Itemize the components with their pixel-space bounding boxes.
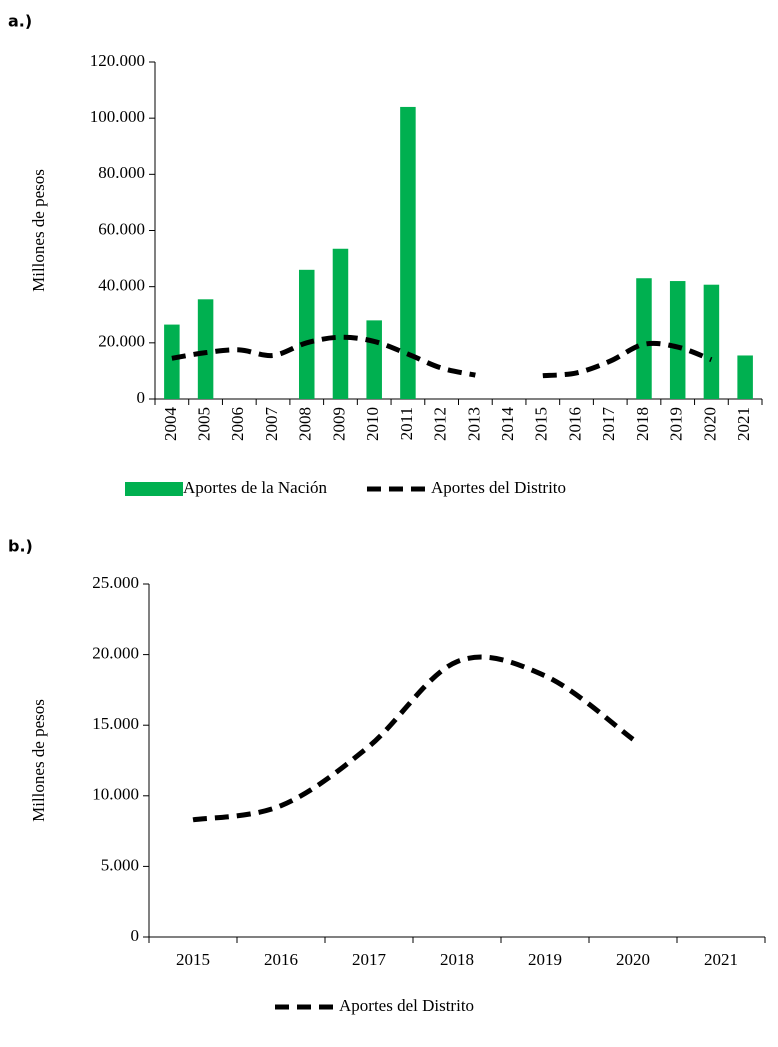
- legend-swatch: [125, 482, 183, 496]
- bar: [703, 284, 720, 399]
- x-tick-label: 2011: [397, 407, 416, 440]
- x-tick-label: 2008: [296, 407, 315, 441]
- x-tick-label: 2013: [464, 407, 483, 441]
- x-tick-label: 2020: [700, 407, 719, 441]
- y-axis-label: Millones de pesos: [29, 169, 48, 292]
- x-tick-label: 2019: [528, 950, 562, 969]
- x-tick-label: 2015: [176, 950, 210, 969]
- x-tick-label: 2014: [498, 407, 517, 442]
- y-tick-label: 120.000: [90, 51, 145, 70]
- y-tick-label: 40.000: [98, 276, 145, 295]
- y-tick-label: 5.000: [101, 855, 139, 874]
- y-tick-label: 20.000: [98, 332, 145, 351]
- x-tick-label: 2016: [565, 407, 584, 441]
- bar: [400, 106, 416, 399]
- bar: [332, 248, 349, 399]
- x-tick-label: 2012: [431, 407, 450, 441]
- line: [542, 340, 713, 379]
- x-tick-label: 2006: [228, 407, 247, 441]
- line: [171, 334, 476, 378]
- bar: [298, 269, 315, 399]
- bar: [737, 355, 753, 399]
- x-tick-label: 2015: [532, 407, 551, 441]
- bar: [197, 299, 214, 399]
- bar: [366, 320, 382, 399]
- x-tick-label: 2021: [734, 407, 753, 441]
- panel-label: b.): [8, 537, 33, 556]
- x-tick-label: 2018: [440, 950, 474, 969]
- bar: [636, 278, 652, 399]
- x-tick-label: 2019: [667, 407, 686, 441]
- x-tick-label: 2020: [616, 950, 650, 969]
- y-tick-label: 15.000: [92, 714, 139, 733]
- x-tick-label: 2021: [704, 950, 738, 969]
- x-tick-label: 2016: [264, 950, 298, 969]
- y-tick-label: 0: [131, 926, 140, 945]
- x-tick-label: 2017: [599, 407, 618, 442]
- line: [192, 654, 635, 823]
- x-tick-label: 2004: [161, 407, 180, 442]
- legend-label: Aportes de la Nación: [183, 478, 327, 497]
- y-tick-label: 60.000: [98, 219, 145, 238]
- x-tick-label: 2010: [363, 407, 382, 441]
- y-tick-label: 10.000: [92, 785, 139, 804]
- y-axis-label: Millones de pesos: [29, 699, 48, 822]
- y-tick-label: 25.000: [92, 573, 139, 592]
- bar: [669, 281, 686, 399]
- x-tick-label: 2005: [194, 407, 213, 441]
- y-tick-label: 20.000: [92, 644, 139, 663]
- bar: [164, 324, 180, 399]
- y-tick-label: 0: [137, 388, 146, 407]
- x-tick-label: 2009: [329, 407, 348, 441]
- legend-label: Aportes del Distrito: [339, 996, 474, 1015]
- legend-label: Aportes del Distrito: [431, 478, 566, 497]
- panel-label: a.): [8, 12, 32, 31]
- x-tick-label: 2017: [352, 950, 387, 969]
- y-tick-label: 80.000: [98, 163, 145, 182]
- x-tick-label: 2018: [633, 407, 652, 441]
- x-tick-label: 2007: [262, 407, 281, 442]
- y-tick-label: 100.000: [90, 107, 145, 126]
